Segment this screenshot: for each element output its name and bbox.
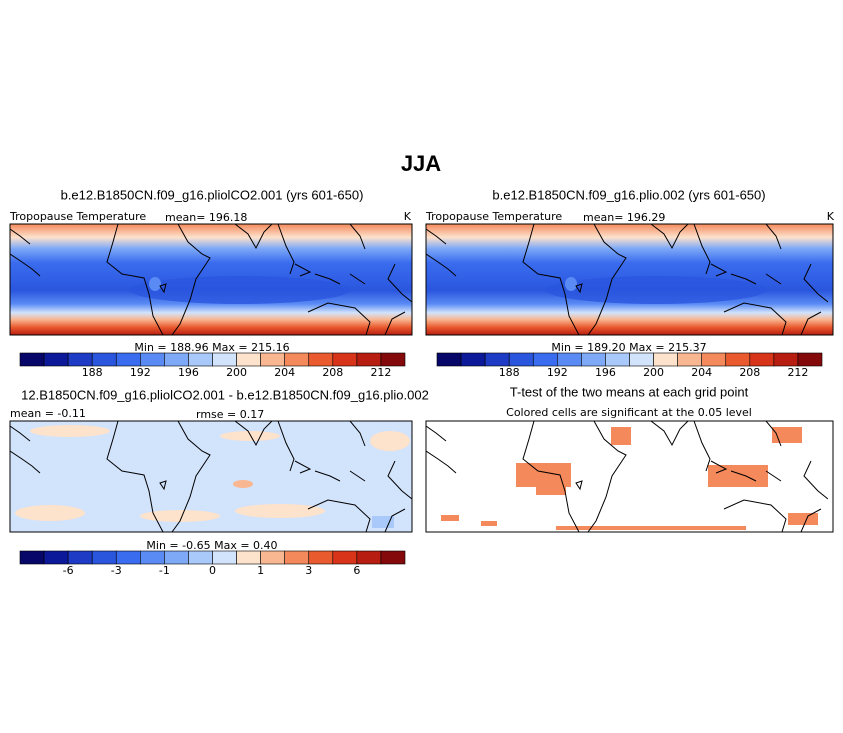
colorbar-label: 196 xyxy=(178,366,199,379)
colorbar-box xyxy=(67,550,93,565)
colorbar-box xyxy=(284,550,310,565)
colorbar-box xyxy=(212,352,237,367)
panel-left: Tropopause Temperature xyxy=(425,210,562,223)
map xyxy=(9,223,413,336)
map xyxy=(425,223,834,336)
panel-center: mean= 196.29 xyxy=(583,211,665,224)
colorbar-label: 204 xyxy=(274,366,295,379)
colorbar-label: 188 xyxy=(82,366,103,379)
colorbar-box xyxy=(140,550,165,565)
colorbar-box xyxy=(19,352,45,367)
colorbar-box xyxy=(629,352,654,367)
colorbar-box xyxy=(115,550,141,565)
panel-center: rmse = 0.17 xyxy=(196,408,264,421)
map xyxy=(425,420,834,533)
colorbar-box xyxy=(725,352,751,367)
colorbar-box xyxy=(356,550,382,565)
colorbar-label: 204 xyxy=(691,366,712,379)
colorbar-box xyxy=(115,352,141,367)
panel-title: 12.B1850CN.f09_g16.pliolCO2.001 - b.e12.… xyxy=(21,387,429,402)
colorbar-box xyxy=(332,352,358,367)
colorbar-box xyxy=(91,352,117,367)
colorbar-box xyxy=(380,352,406,367)
min-max: Min = 188.96 Max = 215.16 xyxy=(134,341,289,354)
colorbar-box xyxy=(581,352,606,367)
panel-title: T-test of the two means at each grid poi… xyxy=(510,384,749,399)
panel-subtitle: Colored cells are significant at the 0.0… xyxy=(506,406,752,419)
min-max: Min = -0.65 Max = 0.40 xyxy=(146,539,277,552)
colorbar-box xyxy=(797,352,823,367)
colorbar-box xyxy=(508,352,534,367)
colorbar-box xyxy=(773,352,799,367)
colorbar-box xyxy=(332,550,358,565)
colorbar-label: 200 xyxy=(643,366,664,379)
panel-units: K xyxy=(404,210,412,223)
colorbar-box xyxy=(164,352,189,367)
colorbar-box xyxy=(236,352,261,367)
colorbar-box xyxy=(308,550,334,565)
colorbar-box xyxy=(380,550,406,565)
panel-title: b.e12.B1850CN.f09_g16.pliolCO2.001 (yrs … xyxy=(61,187,364,202)
colorbar-label: 6 xyxy=(353,564,360,577)
colorbar-box xyxy=(19,550,45,565)
colorbar-box xyxy=(67,352,93,367)
colorbar-box xyxy=(557,352,582,367)
colorbar-box xyxy=(188,550,213,565)
panel-units: K xyxy=(827,210,835,223)
colorbar-label: -3 xyxy=(111,564,122,577)
colorbar-box xyxy=(484,352,510,367)
colorbar-box xyxy=(284,352,310,367)
colorbar-label: -1 xyxy=(159,564,170,577)
colorbar-label: 192 xyxy=(130,366,151,379)
colorbar-box xyxy=(43,550,69,565)
colorbar-label: 212 xyxy=(787,366,808,379)
colorbar-box xyxy=(356,352,382,367)
colorbar-box xyxy=(164,550,189,565)
colorbar-label: 3 xyxy=(305,564,312,577)
colorbar-box xyxy=(701,352,727,367)
colorbar-label: -6 xyxy=(63,564,74,577)
colorbar-box xyxy=(260,550,285,565)
colorbar-label: 208 xyxy=(739,366,760,379)
colorbar-label: 212 xyxy=(370,366,391,379)
figure-title: JJA xyxy=(401,151,441,176)
colorbar-label: 188 xyxy=(499,366,520,379)
colorbar-box xyxy=(91,550,117,565)
colorbar-box xyxy=(308,352,334,367)
colorbar-label: 192 xyxy=(547,366,568,379)
colorbar-box xyxy=(532,352,558,367)
colorbar-box xyxy=(653,352,678,367)
colorbar-label: 200 xyxy=(226,366,247,379)
colorbar-box xyxy=(605,352,630,367)
colorbar-box xyxy=(43,352,69,367)
panel-title: b.e12.B1850CN.f09_g16.plio.002 (yrs 601-… xyxy=(492,187,765,202)
colorbar-label: 1 xyxy=(257,564,264,577)
colorbar-box xyxy=(188,352,213,367)
colorbar-box xyxy=(260,352,285,367)
colorbar-box xyxy=(140,352,165,367)
panel-center: mean= 196.18 xyxy=(165,211,247,224)
panel-left: mean = -0.11 xyxy=(10,407,86,420)
panel-left: Tropopause Temperature xyxy=(9,210,146,223)
colorbar-label: 0 xyxy=(209,564,216,577)
colorbar-label: 196 xyxy=(595,366,616,379)
colorbar-box xyxy=(677,352,702,367)
colorbar-box xyxy=(436,352,462,367)
colorbar-box xyxy=(749,352,775,367)
map xyxy=(9,420,413,533)
colorbar-label: 208 xyxy=(322,366,343,379)
colorbar-box xyxy=(212,550,237,565)
colorbar-box xyxy=(460,352,486,367)
min-max: Min = 189.20 Max = 215.37 xyxy=(551,341,706,354)
colorbar-box xyxy=(236,550,261,565)
